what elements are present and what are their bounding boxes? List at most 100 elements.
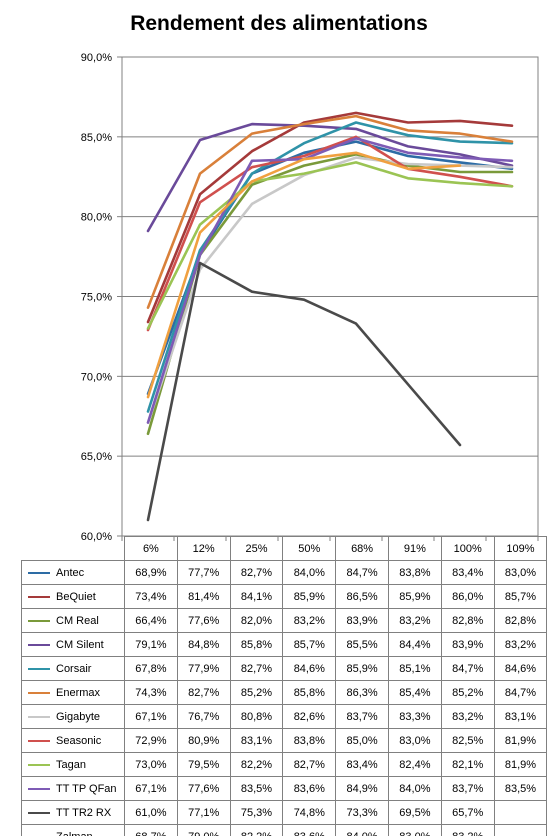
data-label: 84,6% xyxy=(282,656,337,681)
data-label: 84,7% xyxy=(440,656,495,681)
x-tick-label: 100% xyxy=(440,536,495,561)
data-table: 6% 12% 25% 50% 68% 91% 100% 109% Antec 68,9% 77,7%… xyxy=(21,536,548,836)
data-label: 85,9% xyxy=(387,584,442,609)
legend-entry: Corsair xyxy=(21,656,125,681)
data-label: 77,7% xyxy=(176,560,231,585)
data-label: 84,1% xyxy=(229,584,284,609)
data-label: 83,2% xyxy=(493,632,548,657)
table-row: CM Silent 79,1% 84,8% 85,8% 85,7% 85,5% 84,4% 8… xyxy=(21,632,548,657)
data-label: 67,1% xyxy=(124,704,178,729)
data-label: 83,7% xyxy=(440,776,495,801)
legend-swatch xyxy=(28,643,50,646)
series-name: Gigabyte xyxy=(56,710,101,723)
data-label: 85,5% xyxy=(335,632,389,657)
data-label: 76,7% xyxy=(176,704,231,729)
data-label: 86,3% xyxy=(335,680,389,705)
data-label: 82,0% xyxy=(229,608,284,633)
data-label: 83,3% xyxy=(387,704,442,729)
legend-entry: Seasonic xyxy=(21,728,125,753)
x-tick-label: 68% xyxy=(335,536,389,561)
data-label: 83,9% xyxy=(335,608,389,633)
data-label: 85,8% xyxy=(229,632,284,657)
legend-swatch xyxy=(28,595,50,598)
table-row: TT TP QFan 67,1% 77,6% 83,5% 83,6% 84,9% 84,0%… xyxy=(21,776,548,801)
x-tick-label: 91% xyxy=(387,536,442,561)
data-label: 75,3% xyxy=(229,800,284,825)
data-label: 69,5% xyxy=(387,800,442,825)
data-label: 84,9% xyxy=(335,776,389,801)
data-label: 77,6% xyxy=(176,776,231,801)
legend-entry: Enermax xyxy=(21,680,125,705)
data-label: 65,7% xyxy=(440,800,495,825)
data-label: 84,6% xyxy=(493,656,548,681)
data-label: 83,2% xyxy=(282,608,337,633)
series-name: Antec xyxy=(56,566,85,579)
x-tick-label: 6% xyxy=(124,536,178,561)
data-label: 83,2% xyxy=(387,608,442,633)
data-label xyxy=(493,800,548,825)
y-tick-label: 65,0% xyxy=(81,451,112,463)
series-line-tt-tp-qfan xyxy=(146,137,514,424)
data-label: 82,7% xyxy=(282,752,337,777)
legend-entry: CM Real xyxy=(21,608,125,633)
data-label: 85,2% xyxy=(229,680,284,705)
table-row: Zalman 68,7%79,0%82,2%83,6%84,0%83,0%83,2… xyxy=(21,824,548,836)
table-row: BeQuiet 73,4% 81,4% 84,1% 85,9% 86,5% 85,9% 86,… xyxy=(21,584,548,609)
data-label: 79,5% xyxy=(176,752,231,777)
data-label: 85,0% xyxy=(335,728,389,753)
y-tick-label: 75,0% xyxy=(81,292,112,304)
legend-swatch xyxy=(28,763,50,766)
table-row: Tagan 73,0% 79,5% 82,2% 82,7% 83,4% 82,4% 82,1%… xyxy=(21,752,548,777)
legend-swatch xyxy=(28,811,50,814)
data-label: 85,9% xyxy=(282,584,337,609)
data-label: 80,8% xyxy=(229,704,284,729)
data-label: 77,9% xyxy=(176,656,231,681)
data-label: 83,0% xyxy=(387,728,442,753)
data-label: 85,4% xyxy=(387,680,442,705)
data-label: 82,6% xyxy=(282,704,337,729)
data-label: 77,1% xyxy=(176,800,231,825)
series-line-zalman xyxy=(146,151,462,399)
data-label: 67,8% xyxy=(124,656,178,681)
series-line-cm-silent xyxy=(146,122,514,233)
table-row: CM Real 66,4% 77,6% 82,0% 83,2% 83,9% 83,2% 82,… xyxy=(21,608,548,633)
data-label: 82,2% xyxy=(229,752,284,777)
data-label: 66,4% xyxy=(124,608,178,633)
table-row: Gigabyte 67,1% 76,7% 80,8% 82,6% 83,7% 83,3% 83… xyxy=(21,704,548,729)
data-label: 83,5% xyxy=(229,776,284,801)
y-tick-label: 80,0% xyxy=(81,212,112,224)
series-line-cm-real xyxy=(146,153,514,436)
legend-entry: Gigabyte xyxy=(21,704,125,729)
data-label: 83,2% xyxy=(440,824,495,836)
x-tick-label: 25% xyxy=(229,536,284,561)
data-label: 83,5% xyxy=(493,776,548,801)
data-label xyxy=(493,824,548,836)
y-tick-label: 70,0% xyxy=(81,371,112,383)
data-label: 83,7% xyxy=(335,704,389,729)
series-name: CM Real xyxy=(56,614,99,627)
legend-entry: Tagan xyxy=(21,752,125,777)
data-label: 83,4% xyxy=(440,560,495,585)
data-label: 68,7% xyxy=(124,824,178,836)
series-name: Corsair xyxy=(56,662,92,675)
table-header-row: 6% 12% 25% 50% 68% 91% 100% 109% xyxy=(21,536,548,561)
series-name: Tagan xyxy=(56,758,86,771)
table-row: TT TR2 RX 61,0% 77,1% 75,3% 74,8% 73,3% 69,5% 6… xyxy=(21,800,548,825)
y-tick-label: 85,0% xyxy=(81,132,112,144)
series-name: TT TP QFan xyxy=(56,782,117,795)
data-label: 83,1% xyxy=(493,704,548,729)
data-label: 73,0% xyxy=(124,752,178,777)
data-label: 84,8% xyxy=(176,632,231,657)
data-label: 85,8% xyxy=(282,680,337,705)
data-label: 83,6% xyxy=(282,776,337,801)
table-corner xyxy=(21,536,125,561)
data-label: 82,7% xyxy=(229,656,284,681)
series-line-seasonic xyxy=(146,135,514,332)
series-line-tt-tr2-rx xyxy=(146,261,462,522)
data-label: 83,1% xyxy=(229,728,284,753)
data-label: 83,6% xyxy=(282,824,337,836)
data-label: 83,0% xyxy=(387,824,442,836)
table-row: Seasonic 72,9% 80,9% 83,1% 83,8% 85,0% 83,0% 82… xyxy=(21,728,548,753)
series-name: Zalman xyxy=(56,831,93,836)
data-label: 79,0% xyxy=(176,824,231,836)
